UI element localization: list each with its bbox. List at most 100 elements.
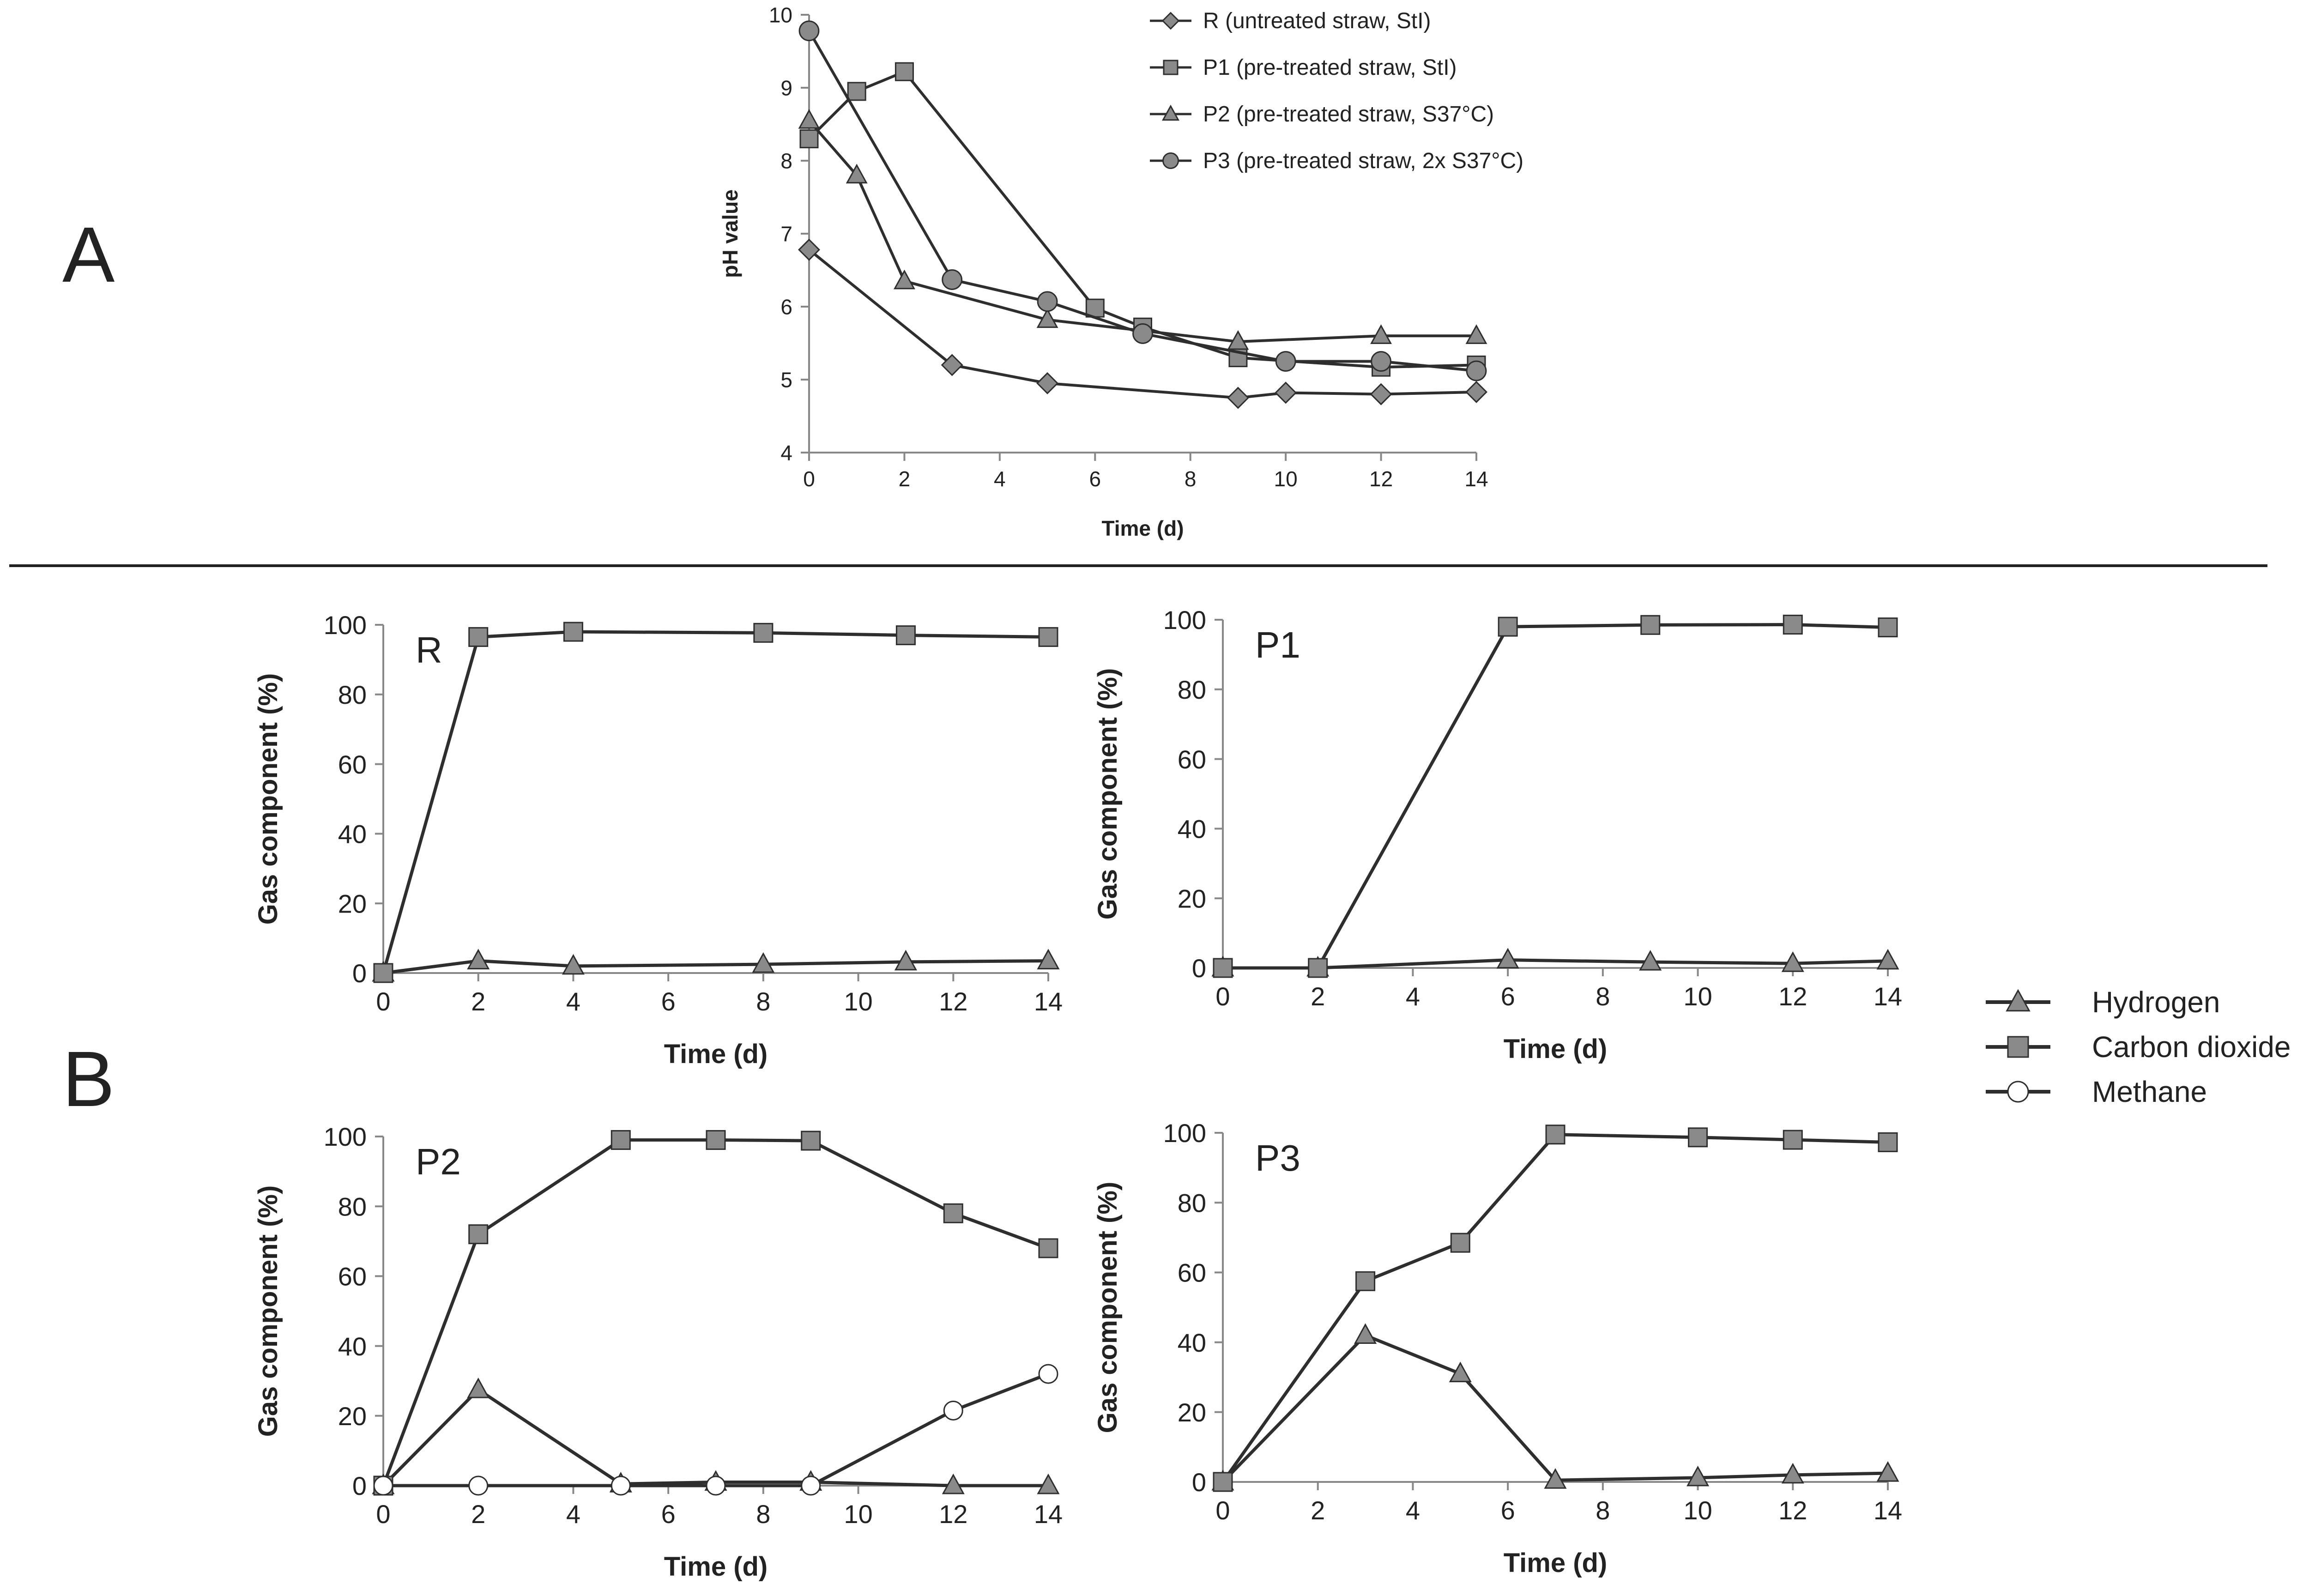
- x-tick-label: 14: [1874, 982, 1902, 1011]
- data-point: [1878, 1132, 1898, 1152]
- legend-marker: [1161, 104, 1180, 121]
- data-point: [562, 954, 585, 975]
- x-tick-label: 0: [376, 1499, 390, 1529]
- x-tick-label: 8: [1596, 1496, 1610, 1525]
- legend-marker: [2006, 989, 2031, 1012]
- y-tick-label: 80: [338, 1192, 367, 1221]
- y-tick-label: 0: [1192, 954, 1206, 983]
- data-point: [1227, 387, 1249, 409]
- data-point: [943, 1400, 963, 1421]
- data-point: [1639, 950, 1662, 971]
- data-point: [706, 1475, 726, 1496]
- y-tick-label: 20: [338, 889, 367, 918]
- data-point: [1465, 324, 1487, 344]
- x-tick-label: 4: [994, 467, 1006, 491]
- x-tick-label: 4: [566, 987, 580, 1016]
- x-tick-label: 6: [1501, 1496, 1515, 1525]
- y-tick-label: 0: [1192, 1468, 1206, 1497]
- panel-letter-b: B: [62, 1035, 115, 1123]
- gas-legend: Hydrogen Carbon dioxide Methane: [1986, 985, 2291, 1108]
- y-tick-label: 80: [338, 680, 367, 709]
- legend-label: P1 (pre-treated straw, StI): [1203, 55, 1457, 80]
- data-point: [1876, 949, 1899, 970]
- x-tick-label: 4: [1406, 982, 1420, 1011]
- legend-marker: [2007, 1036, 2029, 1058]
- x-tick-label: 0: [803, 467, 815, 491]
- data-point: [798, 238, 820, 261]
- data-point: [894, 949, 917, 971]
- data-point: [1498, 617, 1518, 637]
- x-tick-label: 10: [844, 1499, 872, 1529]
- y-tick-label: 100: [324, 611, 367, 640]
- y-axis-label: pH value: [718, 189, 742, 278]
- y-axis-label: Gas component (%): [1093, 668, 1123, 920]
- data-point: [943, 1203, 963, 1223]
- series-line-hydrogen: [383, 959, 1049, 975]
- data-point: [467, 949, 490, 970]
- y-tick-label: 40: [338, 820, 367, 849]
- x-tick-label: 10: [1683, 1496, 1712, 1525]
- x-tick-label: 8: [756, 1499, 770, 1529]
- data-point: [752, 952, 775, 973]
- y-tick-label: 0: [352, 959, 367, 988]
- x-tick-label: 2: [1311, 1496, 1325, 1525]
- x-tick-label: 14: [1464, 467, 1488, 491]
- data-point: [1213, 958, 1233, 978]
- x-tick-label: 8: [1596, 982, 1610, 1011]
- x-tick-label: 2: [471, 1499, 485, 1529]
- data-point: [1227, 330, 1249, 350]
- data-point: [941, 354, 963, 376]
- data-point: [610, 1130, 631, 1150]
- data-point: [1038, 1238, 1058, 1258]
- data-point: [1132, 323, 1153, 344]
- data-point: [1466, 360, 1487, 381]
- data-point: [1085, 298, 1105, 318]
- x-tick-label: 2: [471, 987, 485, 1016]
- data-point: [1213, 1472, 1233, 1492]
- data-point: [1355, 1271, 1376, 1291]
- data-point: [801, 1475, 821, 1496]
- data-point: [373, 963, 393, 983]
- x-tick-label: 10: [844, 987, 872, 1016]
- data-point: [468, 1224, 489, 1245]
- y-tick-label: 8: [780, 149, 792, 173]
- y-axis-label: Gas component (%): [1093, 1182, 1123, 1433]
- data-point: [847, 82, 866, 101]
- data-point: [895, 625, 916, 646]
- series-line-carbon-dioxide: [381, 630, 1049, 973]
- data-point: [706, 1130, 726, 1150]
- data-point: [468, 1475, 489, 1496]
- y-tick-label: 60: [1178, 745, 1206, 774]
- y-axis-label: Gas component (%): [253, 1185, 283, 1437]
- series-line-carbon-dioxide: [1223, 623, 1888, 970]
- y-tick-label: 4: [780, 441, 792, 465]
- legend-label: P3 (pre-treated straw, 2x S37°C): [1203, 149, 1523, 173]
- data-point: [895, 62, 914, 81]
- legend-marker: [1163, 60, 1179, 75]
- x-tick-label: 6: [1501, 982, 1515, 1011]
- data-point: [1465, 381, 1487, 403]
- data-point: [1038, 1364, 1058, 1384]
- data-point: [942, 269, 963, 290]
- x-tick-label: 8: [1185, 467, 1197, 491]
- data-point: [753, 623, 774, 643]
- x-axis-label: Time (d): [1504, 1548, 1608, 1578]
- y-tick-label: 60: [1178, 1258, 1206, 1288]
- x-tick-label: 2: [1311, 982, 1325, 1011]
- data-point: [798, 109, 820, 129]
- data-point: [1781, 951, 1804, 972]
- data-point: [1640, 615, 1661, 635]
- data-point: [1275, 351, 1296, 372]
- x-tick-label: 14: [1034, 1499, 1063, 1529]
- panel-title: R: [416, 629, 442, 671]
- y-tick-label: 6: [780, 295, 792, 319]
- data-point: [1878, 617, 1898, 638]
- data-point: [467, 1377, 490, 1398]
- x-axis-label: Time (d): [1101, 516, 1184, 540]
- data-point: [1496, 948, 1519, 969]
- data-point: [846, 163, 868, 184]
- legend-marker: [1162, 152, 1179, 169]
- x-tick-label: 12: [1369, 467, 1393, 491]
- y-tick-label: 60: [338, 750, 367, 779]
